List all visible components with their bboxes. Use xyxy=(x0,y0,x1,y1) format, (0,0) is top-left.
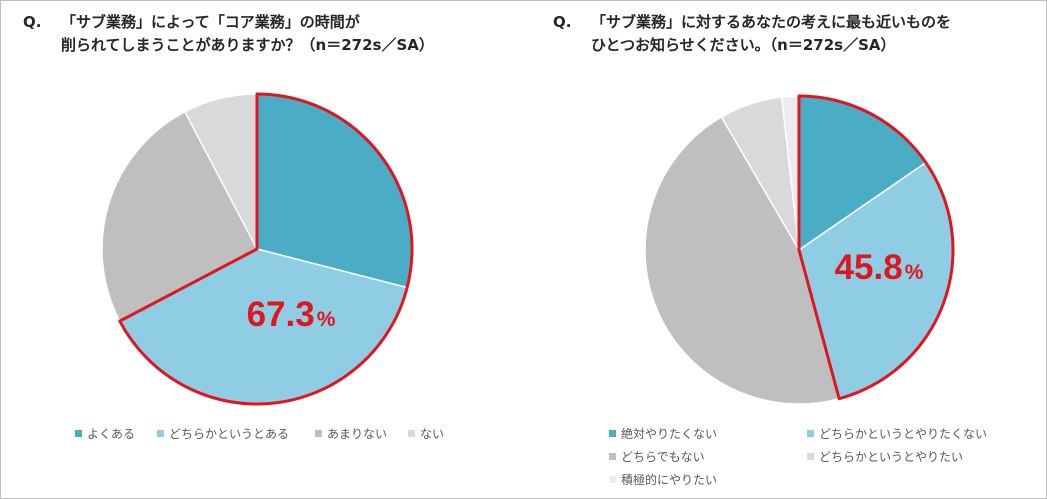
left-legend-label-2: どちらかというとある xyxy=(169,427,290,441)
right-legend-label-1: 絶対やりたくない xyxy=(621,427,718,441)
left-legend-label-1: よくある xyxy=(87,427,136,441)
right-legend-label-2: どちらかというとやりたくない xyxy=(819,427,988,441)
right-legend-item-1: 絶対やりたくない xyxy=(609,425,717,442)
right-legend-label-5: 積極的にやりたい xyxy=(621,473,718,487)
right-question-mark: Q. xyxy=(553,13,572,31)
left-chart-panel: Q. 「サブ業務」によって「コア業務」の時間が 削られてしまうことがありますか？… xyxy=(1,1,525,498)
left-pie-chart: 67.3% xyxy=(101,92,414,406)
left-highlight-outline xyxy=(118,92,414,406)
right-pie-slice-3 xyxy=(644,115,841,405)
left-question-mark: Q. xyxy=(23,13,42,31)
right-legend-swatch-4 xyxy=(807,453,814,460)
right-highlight-outline xyxy=(797,94,955,401)
right-legend-item-2: どちらかというとやりたくない xyxy=(807,425,987,442)
right-legend-swatch-5 xyxy=(609,476,616,483)
right-legend-label-4: どちらかというとやりたい xyxy=(819,450,964,464)
right-legend-item-3: どちらでもない xyxy=(609,448,705,465)
left-legend-item-2: どちらかというとある xyxy=(157,425,289,442)
right-pie-chart: 45.8% xyxy=(644,94,955,405)
left-legend-item-3: あまりない xyxy=(315,425,387,442)
right-highlight-percent-label: 45.8% xyxy=(835,248,924,287)
left-legend-swatch-1 xyxy=(75,430,82,437)
left-legend-label-3: あまりない xyxy=(327,427,388,441)
right-legend-swatch-1 xyxy=(609,430,616,437)
right-legend-swatch-2 xyxy=(807,430,814,437)
left-legend-swatch-4 xyxy=(408,430,415,437)
right-legend-item-5: 積極的にやりたい xyxy=(609,471,717,488)
right-legend-item-4: どちらかというとやりたい xyxy=(807,448,963,465)
left-highlight-percent-unit: % xyxy=(317,308,336,331)
left-legend-item-4: ない xyxy=(408,425,444,442)
right-highlight-percent-unit: % xyxy=(905,261,924,284)
left-legend-item-1: よくある xyxy=(75,425,135,442)
left-highlight-percent-number: 67.3 xyxy=(247,295,315,334)
left-legend-swatch-3 xyxy=(315,430,322,437)
right-question-text: 「サブ業務」に対するあなたの考えに最も近いものを ひとつお知らせください。（n＝… xyxy=(591,13,952,54)
left-question-text: 「サブ業務」によって「コア業務」の時間が 削られてしまうことがありますか？（n＝… xyxy=(61,13,434,54)
right-legend-swatch-3 xyxy=(609,453,616,460)
left-legend-swatch-2 xyxy=(157,430,164,437)
left-highlight-percent-label: 67.3% xyxy=(247,295,336,334)
right-chart-panel: Q. 「サブ業務」に対するあなたの考えに最も近いものを ひとつお知らせください。… xyxy=(525,1,1046,498)
right-legend-label-3: どちらでもない xyxy=(621,450,705,464)
right-highlight-percent-number: 45.8 xyxy=(835,248,903,287)
left-legend-label-4: ない xyxy=(420,427,445,441)
